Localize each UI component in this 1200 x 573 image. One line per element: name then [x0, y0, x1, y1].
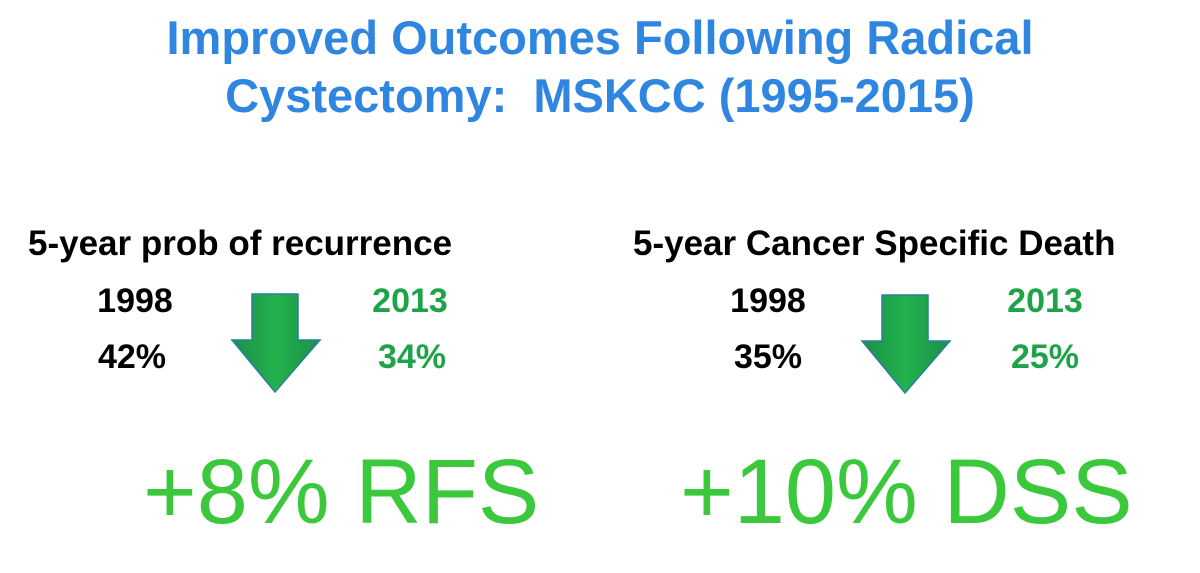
title-line: Cystectomy: MSKCC (1995-2015)	[225, 69, 975, 122]
summary: +8% RFS	[143, 441, 540, 543]
from-year: 1998	[97, 282, 173, 320]
panel-heading: 5-year Cancer Specific Death	[633, 224, 1116, 263]
title-line: Improved Outcomes Following Radical	[166, 11, 1034, 64]
to-year: 2013	[1007, 282, 1083, 320]
to-value: 34%	[377, 338, 447, 376]
to-year: 2013	[372, 282, 448, 320]
from-value: 35%	[733, 338, 803, 376]
down-arrow	[230, 293, 322, 394]
summary: +10% DSS	[680, 441, 1133, 543]
to-value: 25%	[1010, 338, 1080, 376]
down-arrow	[860, 294, 952, 395]
from-year: 1998	[730, 282, 806, 320]
panel-heading: 5-year prob of recurrence	[28, 224, 453, 263]
from-value: 42%	[97, 338, 167, 376]
